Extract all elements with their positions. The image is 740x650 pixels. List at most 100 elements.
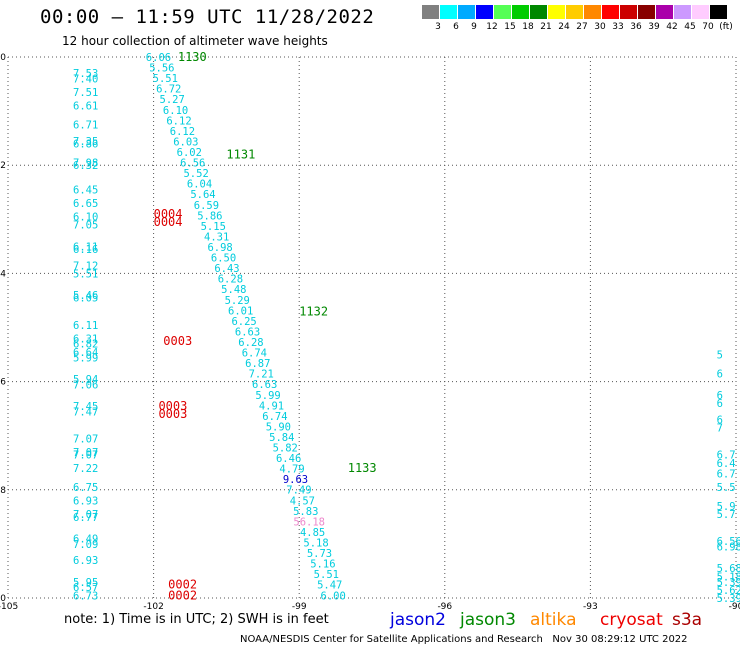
swh-value: 6.73 [73, 590, 98, 602]
lon-label: -93 [583, 602, 598, 612]
color-scale-label: 42 [666, 22, 678, 32]
swh-value: 5.18 [303, 538, 328, 550]
legend-cryosat: cryosat [600, 610, 663, 630]
map-title: 00:00 — 11:59 UTC 11/28/2022 [40, 6, 375, 28]
swh-value: 6.71 [73, 120, 98, 132]
swh-value: 4.85 [300, 527, 325, 539]
swh-value: 5.83 [293, 506, 318, 518]
s3a-pass-label: 0003 [158, 399, 187, 413]
swh-value: 6.49 [73, 533, 98, 545]
swh-value: 6.46 [276, 453, 301, 465]
color-scale-label: (ft) [719, 22, 733, 32]
lat-label: -28 [0, 486, 6, 496]
color-scale-label: 36 [630, 22, 642, 32]
swh-value: 7.09 [73, 539, 98, 551]
legend-jason2: jason2 [390, 610, 446, 630]
swh-value: 7.53 [73, 68, 98, 80]
swh-value: 5.99 [255, 390, 280, 402]
swh-value: 7.47 [73, 406, 98, 418]
swh-value: 5.56 [149, 63, 174, 75]
swh-value: 5.47 [317, 580, 342, 592]
swh-value: 6 [717, 368, 723, 380]
color-scale-label: 9 [471, 22, 477, 32]
swh-value: 6 [717, 398, 723, 410]
swh-value: 6.25 [231, 316, 256, 328]
swh-value: 6.74 [262, 411, 287, 423]
swh-value: 7.45 [73, 401, 98, 413]
pass-label: 1131 [226, 147, 255, 161]
lat-label: -26 [0, 378, 6, 388]
swh-value: 5.82 [273, 443, 298, 455]
swh-value: 7.35 [73, 136, 98, 148]
swh-value: 6.93 [73, 555, 98, 567]
color-scale-label: 45 [684, 22, 696, 32]
swh-value: 6.16 [73, 244, 98, 256]
swh-value: 6.28 [238, 337, 263, 349]
color-swatch [638, 5, 655, 19]
swh-value: 7.22 [73, 463, 98, 475]
swh-value: 6.57 [73, 582, 98, 594]
s3a-pass-label: 0003 [158, 407, 187, 421]
color-scale-label: 15 [504, 22, 516, 32]
swh-value: 6.59 [194, 200, 219, 212]
swh-value: 6.02 [177, 147, 202, 159]
color-swatch [476, 5, 493, 19]
lat-label: -24 [0, 269, 6, 279]
pass-label: 1133 [348, 461, 377, 475]
swh-value: 6.11 [73, 241, 98, 253]
swh-value: 5.94 [73, 374, 98, 386]
swh-value: 6.82 [73, 339, 98, 351]
swh-value: 5.62 [717, 585, 740, 597]
lat-label: -22 [0, 161, 6, 171]
color-swatch [548, 5, 565, 19]
swh-value: 6 [717, 414, 723, 426]
swh-value: 6.63 [252, 379, 277, 391]
swh-value: 6.98 [207, 242, 232, 254]
pass-label: 1132 [299, 304, 328, 318]
swh-value: 6.12 [170, 126, 195, 138]
swh-value: 5.16 [310, 559, 335, 571]
swh-value: 5.18 [717, 571, 740, 583]
lon-label: -90 [729, 602, 740, 612]
swh-value: 4.91 [259, 400, 284, 412]
color-scale-label: 39 [648, 22, 660, 32]
swh-value: 6.63 [235, 326, 260, 338]
swh-value: 6.10 [73, 212, 98, 224]
swh-value: 6.11 [73, 320, 98, 332]
swh-value: 4.57 [290, 495, 315, 507]
lat-label: -30 [0, 594, 6, 604]
map-subtitle: 12 hour collection of altimeter wave hei… [62, 34, 328, 48]
color-scale-label: 70 [702, 22, 714, 32]
color-scale-label: 3 [435, 22, 441, 32]
swh-value: 7.12 [73, 260, 98, 272]
color-swatch [710, 5, 727, 19]
legend-altika: altika [530, 610, 577, 630]
lon-label: -99 [292, 602, 307, 612]
swh-value: 6.86 [73, 139, 98, 151]
swh-value: 4.79 [279, 464, 304, 476]
lat-label: -20 [0, 53, 6, 63]
swh-value: 5.51 [153, 73, 178, 85]
color-swatch [440, 5, 457, 19]
color-scale-label: 21 [540, 22, 552, 32]
swh-value: 4.31 [204, 231, 229, 243]
credit-line: NOAA/NESDIS Center for Satellite Applica… [240, 634, 688, 645]
color-swatch [512, 5, 529, 19]
swh-value: 6.65 [73, 198, 98, 210]
s3a-pass-label: 0002 [168, 577, 197, 591]
swh-value: 6.77 [73, 512, 98, 524]
color-scale-label: 30 [594, 22, 606, 32]
color-scale-label: 33 [612, 22, 624, 32]
swh-value: 7.40 [73, 74, 98, 86]
swh-value: 6.45 [73, 185, 98, 197]
swh-value: 6.56 [717, 536, 740, 548]
lon-label: -102 [143, 602, 163, 612]
color-scale-label: 27 [576, 22, 588, 32]
swh-value: 6.50 [211, 253, 236, 265]
s3a-pass-label: 0004 [154, 207, 183, 221]
color-swatch [422, 5, 439, 19]
swh-value: 9.63 [283, 474, 308, 486]
swh-value: 7.07 [73, 433, 98, 445]
color-swatch [620, 5, 637, 19]
color-swatch [494, 5, 511, 19]
